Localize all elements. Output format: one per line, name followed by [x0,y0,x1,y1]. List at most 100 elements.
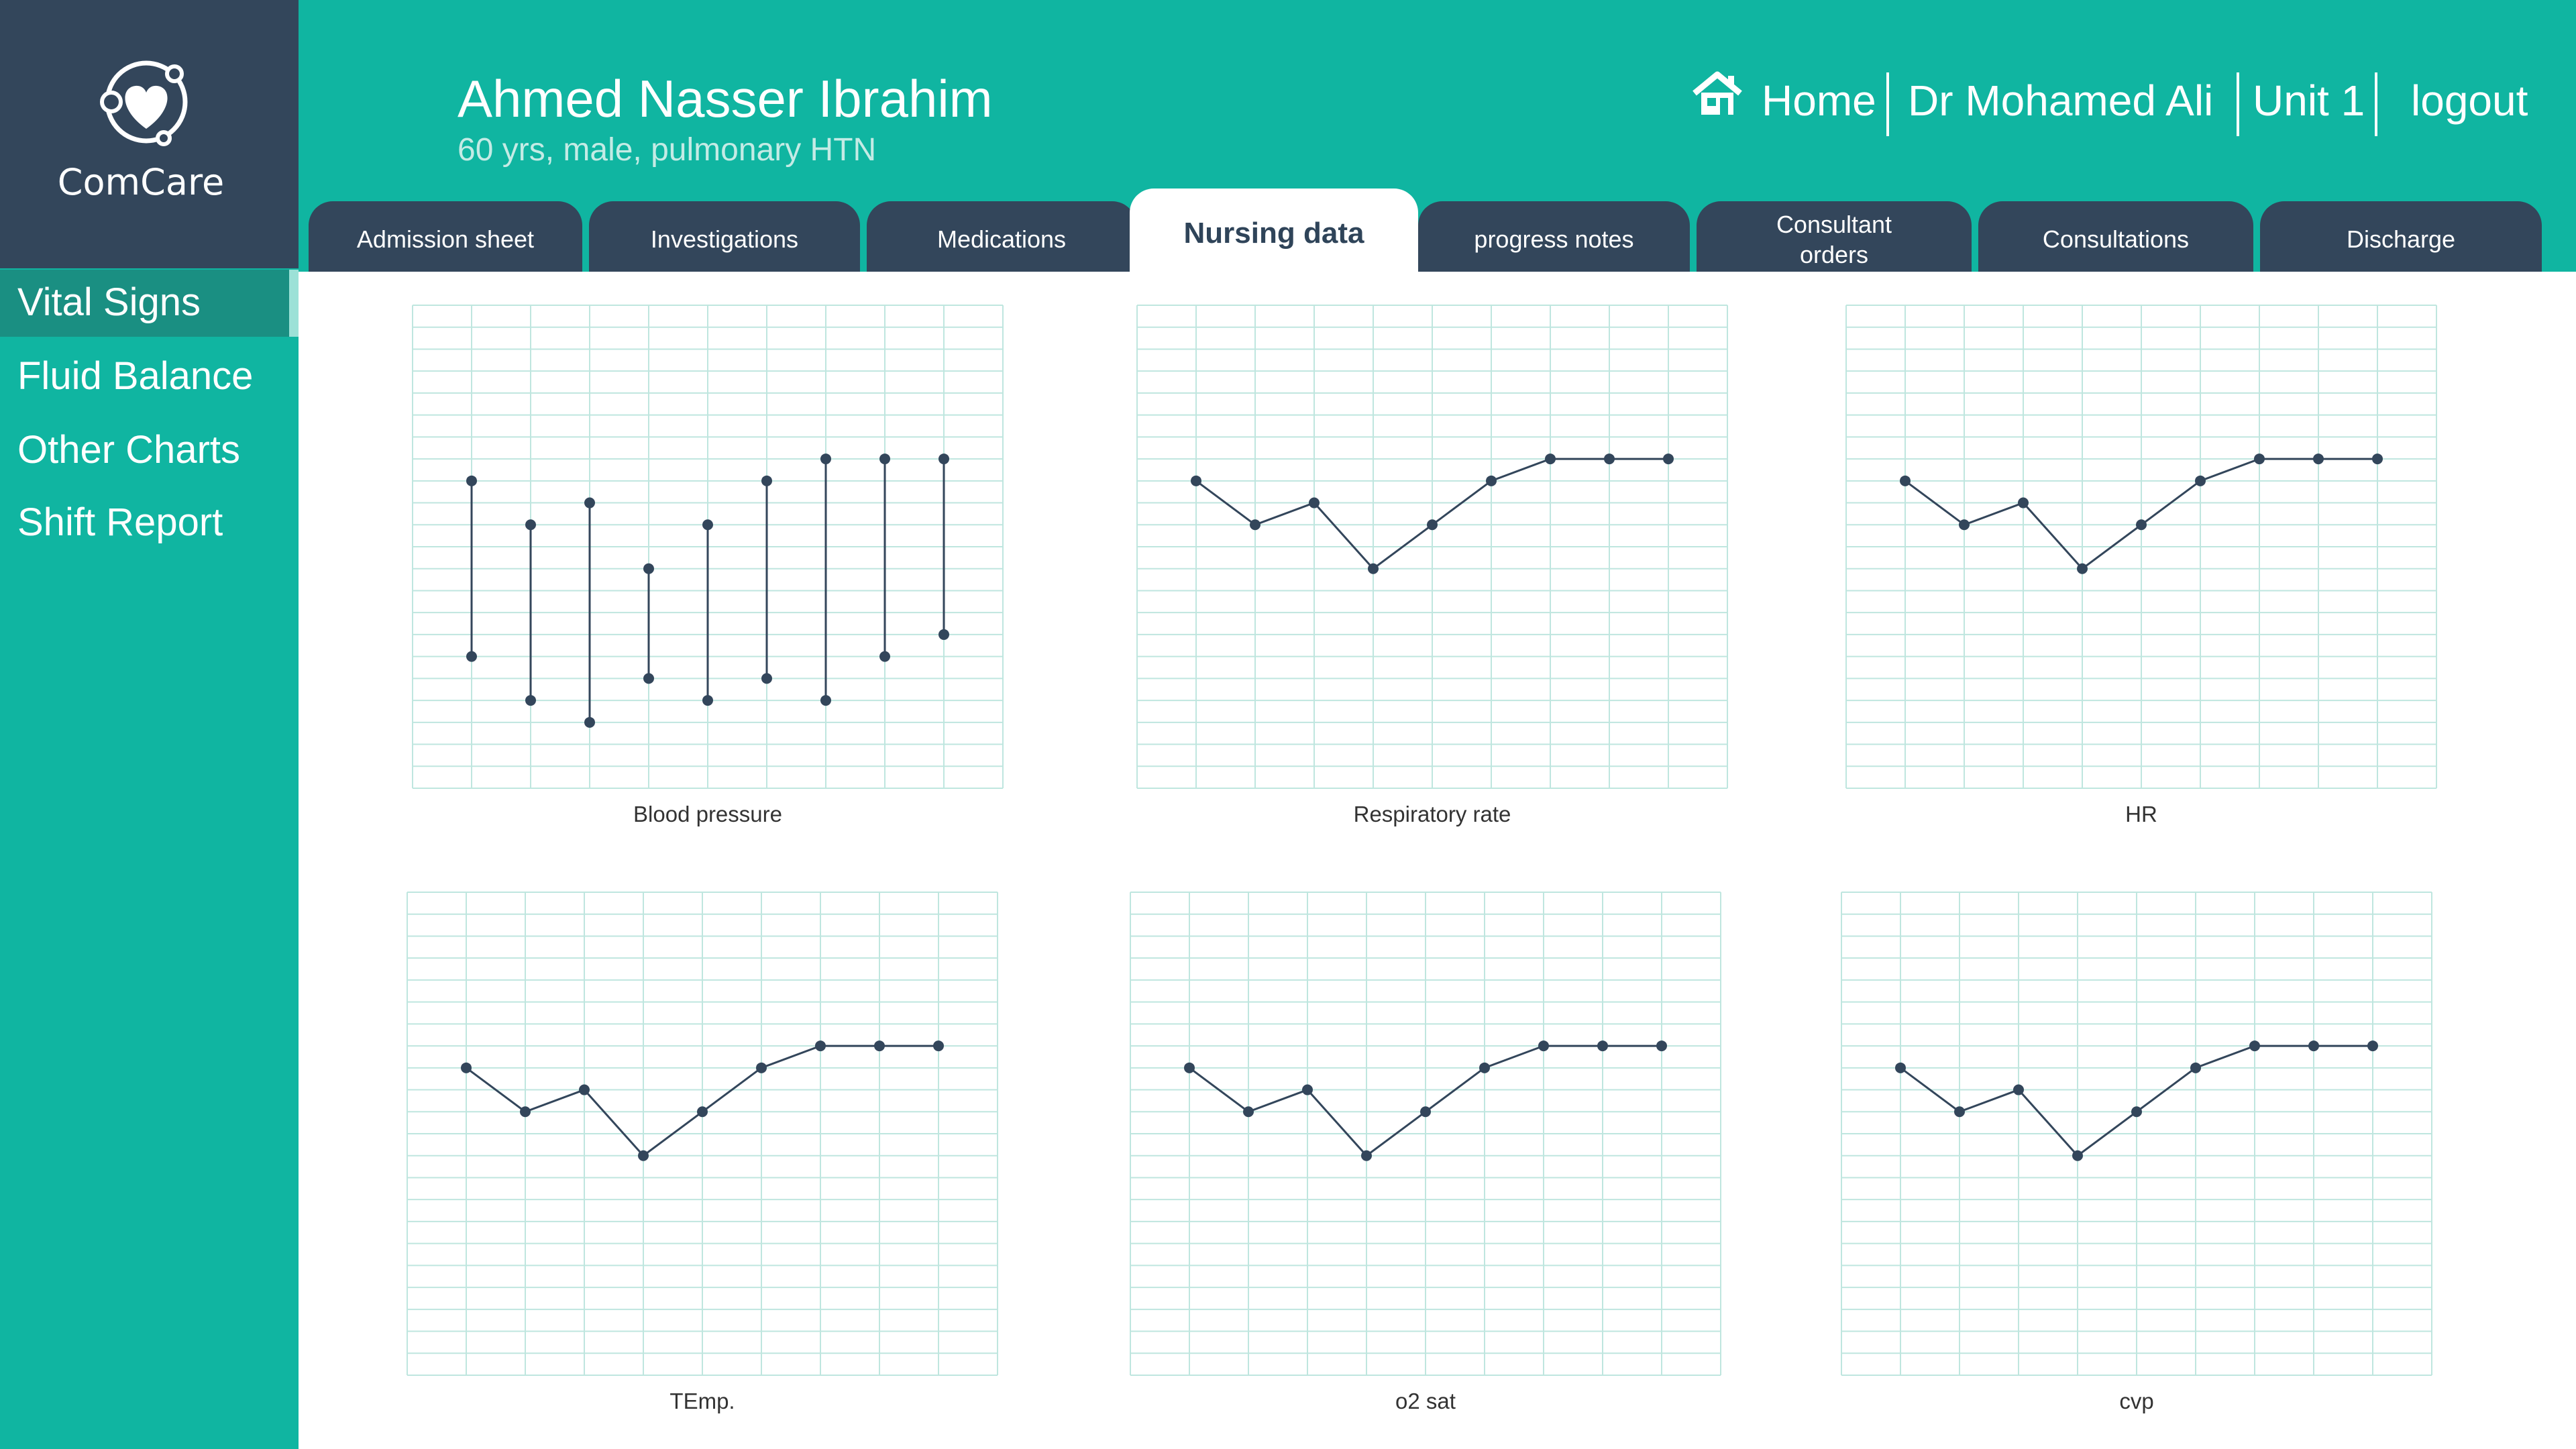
data-point [1604,453,1615,465]
data-point [933,1040,944,1052]
sidebar-item-shift-report[interactable]: Shift Report [0,490,299,557]
data-point-low [879,651,890,662]
data-point [815,1040,826,1052]
data-point [2018,497,2029,508]
sidebar-item-fluid-balance[interactable]: Fluid Balance [0,343,299,411]
data-point [2077,563,2088,574]
data-point [1309,497,1320,508]
data-point [1191,475,1201,486]
app-name: ComCare [57,161,225,203]
nav-divider [2237,72,2239,136]
heart-network-icon [100,60,188,146]
unit-link[interactable]: Unit 1 [2253,76,2365,125]
data-point [874,1040,885,1052]
data-point-low [761,673,772,684]
chart-o2-sat: o2 sat [1130,892,1721,1413]
chart-respiratory-rate: Respiratory rate [1136,305,1728,826]
data-point [579,1084,590,1095]
patient-name: Ahmed Nasser Ibrahim [458,69,993,128]
data-point-high [525,519,536,531]
data-point-low [702,695,713,706]
doctor-name-link[interactable]: Dr Mohamed Ali [1908,76,2214,125]
active-indicator [289,270,299,337]
temp-plot [407,892,998,1376]
tab-consultations[interactable]: Consultations [1978,201,2253,272]
data-point-low [466,651,477,662]
data-point-low [820,695,831,706]
sidebar-item-label: Fluid Balance [17,354,254,398]
chart-title: o2 sat [1395,1389,1456,1413]
chart-title: cvp [2119,1389,2154,1413]
sidebar: Vital Signs Fluid Balance Other Charts S… [0,268,299,1449]
data-point-high [938,453,949,465]
data-point-low [584,716,595,728]
o2-sat-plot [1130,892,1721,1376]
data-point [2313,453,2324,465]
data-point-high [584,497,595,508]
data-point [1420,1106,1431,1118]
sidebar-item-label: Shift Report [17,500,223,544]
sidebar-item-label: Vital Signs [17,280,201,324]
chart-blood-pressure: Blood pressure [412,305,1004,826]
data-point [1663,453,1674,465]
data-point [1184,1062,1195,1073]
data-point [520,1106,531,1118]
chart-title: Blood pressure [633,802,782,826]
data-point [1959,519,1970,531]
sidebar-item-other-charts[interactable]: Other Charts [0,417,299,484]
tab-investigations[interactable]: Investigations [589,201,860,272]
tab-discharge[interactable]: Discharge [2260,201,2542,272]
data-point [2254,453,2265,465]
data-point [2367,1040,2378,1052]
tab-bar: Admission sheet Investigations Medicatio… [295,184,2576,272]
chart-cvp: cvp [1841,892,2432,1413]
data-point-high [702,519,713,531]
data-point [1597,1040,1608,1052]
data-point [1954,1106,1965,1118]
tab-nursing-data[interactable]: Nursing data [1130,189,1418,272]
data-point-high [466,475,477,486]
nav-divider [1886,72,1889,136]
chart-title: Respiratory rate [1353,802,1511,826]
chart-hr: HR [1845,305,2437,826]
logout-link[interactable]: logout [2411,76,2528,125]
data-point [1538,1040,1549,1052]
tab-admission-sheet[interactable]: Admission sheet [309,201,582,272]
sidebar-item-vital-signs[interactable]: Vital Signs [0,270,299,337]
data-point-high [820,453,831,465]
data-point [1545,453,1556,465]
data-point [697,1106,708,1118]
sidebar-item-label: Other Charts [17,428,240,472]
tab-consultant-orders[interactable]: Consultant orders [1697,201,1972,272]
data-point [2195,475,2206,486]
respiratory-rate-plot [1136,305,1728,789]
chart-temp: TEmp. [407,892,998,1413]
tab-medications[interactable]: Medications [867,201,1136,272]
home-icon[interactable] [1690,70,1744,117]
data-point-high [643,563,654,574]
data-point [1486,475,1497,486]
data-point [756,1062,767,1073]
chart-title: HR [2125,802,2157,826]
data-point-low [938,629,949,640]
logo-panel: ComCare [0,0,299,268]
data-point-high [879,453,890,465]
data-point [2072,1150,2083,1161]
cvp-plot [1841,892,2432,1376]
data-point [1250,519,1260,531]
data-point [1427,519,1438,531]
data-point [1656,1040,1667,1052]
chart-title: TEmp. [669,1389,735,1413]
data-point [638,1150,649,1161]
data-point [2136,519,2147,531]
data-point [1243,1106,1254,1118]
data-point [2308,1040,2319,1052]
data-point [2013,1084,2024,1095]
data-point [1361,1150,1372,1161]
data-point-high [761,475,772,486]
home-link[interactable]: Home [1762,76,1876,125]
data-point [1895,1062,1906,1073]
nav-divider [2375,72,2377,136]
tab-progress-notes[interactable]: progress notes [1418,201,1690,272]
